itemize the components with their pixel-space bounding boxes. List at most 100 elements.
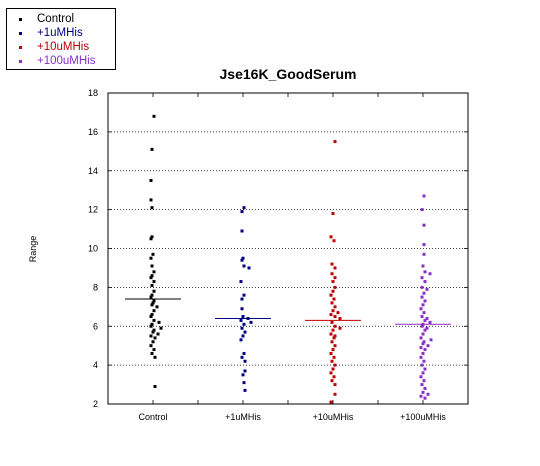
data-point [332,212,335,215]
data-point [331,360,334,363]
chart-title: Jse16K_GoodSerum [220,66,357,82]
data-point [331,379,334,382]
data-point [152,253,155,256]
data-point [153,309,156,312]
data-point [152,331,155,334]
data-point [244,331,247,334]
data-point [153,319,156,322]
data-point [423,379,426,382]
data-point [158,321,161,324]
data-point [241,259,244,262]
data-point [241,356,244,359]
data-point [160,327,163,330]
data-point [150,179,153,182]
data-point [152,340,155,343]
data-point [423,311,426,314]
data-point [154,385,157,388]
data-point [154,356,157,359]
axes: 24681012141618Control +1uMHis +10uMHis +100… [88,88,468,422]
data-point [422,333,425,336]
data-point [244,369,247,372]
data-point [334,344,337,347]
data-point [423,253,426,256]
data-point [423,360,426,363]
data-point [241,298,244,301]
data-point [150,334,153,337]
y-tick-label: 10 [88,244,98,254]
data-point [151,303,154,306]
data-point [330,294,333,297]
median-lines [125,299,451,324]
y-tick-label: 8 [93,282,98,292]
data-point [243,206,246,209]
data-point [244,389,247,392]
data-point [150,257,153,260]
x-tick-label: +1uMHis [225,412,261,422]
data-point [421,276,424,279]
data-point [332,329,335,332]
y-tick-label: 12 [88,205,98,215]
data-point [331,263,334,266]
data-point [422,352,425,355]
data-point [150,276,153,279]
data-point [427,393,430,396]
data-point [334,305,337,308]
y-tick-label: 18 [88,88,98,98]
data-point [250,321,253,324]
data-point [422,342,425,345]
grid-lines [108,132,468,365]
data-point [339,327,342,330]
data-point [241,327,244,330]
data-point [420,336,423,339]
data-point [423,224,426,227]
data-point [150,296,153,299]
data-point [420,356,423,359]
data-point [337,311,340,314]
data-point [422,391,425,394]
data-point [332,368,335,371]
data-point [150,237,153,240]
data-point [150,315,153,318]
data-point [421,383,424,386]
data-point [423,195,426,198]
data-point [153,280,156,283]
data-point [243,294,246,297]
data-point [426,288,429,291]
data-point [333,375,336,378]
data-point [151,264,154,267]
data-point [334,364,337,367]
data-point [332,348,335,351]
data-point [422,371,425,374]
y-tick-label: 2 [93,399,98,409]
data-point [242,373,245,376]
data-point [421,286,424,289]
y-tick-label: 16 [88,127,98,137]
data-point [334,383,337,386]
data-point [151,206,154,209]
data-point [334,276,337,279]
data-point [420,346,423,349]
data-point [424,397,427,400]
data-points [150,115,433,404]
data-point [332,280,335,283]
data-point [333,298,336,301]
data-point [333,239,336,242]
data-point [241,210,244,213]
x-tick-label: +10uMHis [313,412,354,422]
data-point [331,301,334,304]
data-point [429,321,432,324]
data-point [151,148,154,151]
x-tick-label: +100uMHis [400,412,446,422]
data-point [420,375,423,378]
data-point [331,272,334,275]
data-point [157,333,160,336]
data-point [421,364,424,367]
data-point [244,360,247,363]
data-point [334,325,337,328]
y-tick-label: 14 [88,166,98,176]
data-point [333,356,336,359]
data-point [424,270,427,273]
data-point [421,296,424,299]
data-point [242,315,245,318]
